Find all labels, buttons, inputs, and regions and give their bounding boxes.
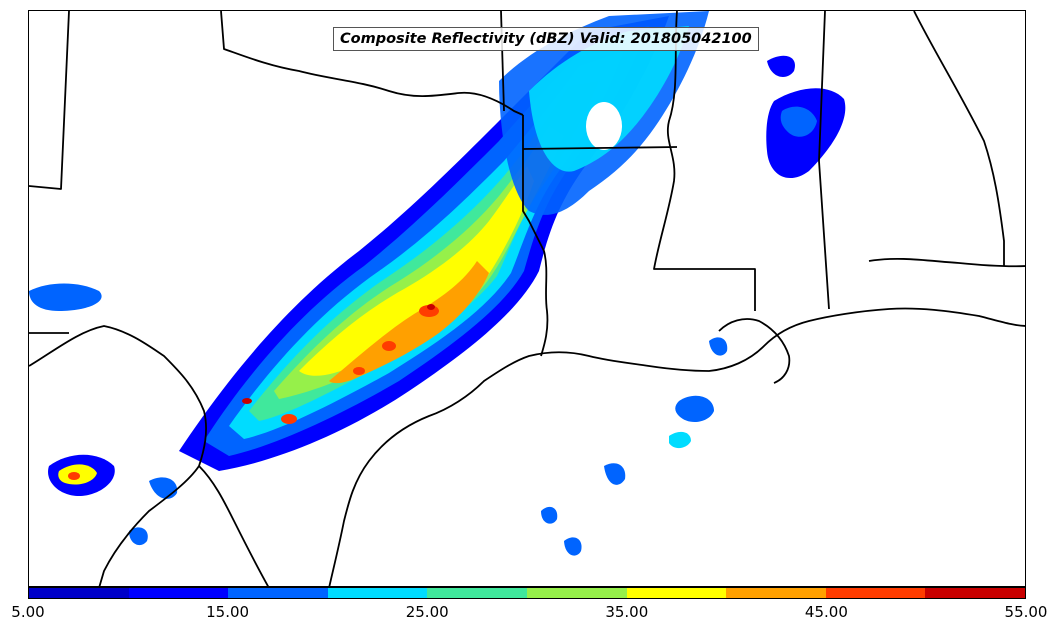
echo-gulf-cell-1 <box>675 395 714 423</box>
border-mex-tamaulipas <box>198 465 269 586</box>
echo-gulf-cell-3 <box>541 506 558 524</box>
map-title: Composite Reflectivity (dBZ) Valid: 2018… <box>333 27 759 51</box>
echo-ne-mid <box>529 26 689 172</box>
echo-band-heavy <box>329 261 489 384</box>
colorbar-tick-label: 5.00 <box>11 603 45 621</box>
echo-east-cell-2 <box>767 55 795 77</box>
echo-gulf-cell-4 <box>564 537 582 556</box>
colorbar-tick-label: 15.00 <box>206 603 250 621</box>
echo-gulf-cell-5 <box>604 463 626 485</box>
border-mex-tx <box>29 325 207 586</box>
colorbar-tick-label: 25.00 <box>405 603 449 621</box>
cell-severe-3 <box>353 367 365 375</box>
echo-west-cell-4 <box>29 283 102 311</box>
colorbar-segment <box>925 588 1025 598</box>
cell-extreme-1 <box>427 304 435 310</box>
cell-extreme-2 <box>242 398 252 404</box>
echo-south-cell-1 <box>149 477 178 499</box>
border-tx-ok-red-river <box>220 11 524 116</box>
coastline-la-delta <box>718 318 791 384</box>
border-ms-river <box>653 11 756 311</box>
echo-east-cell-3 <box>780 106 817 137</box>
colorbar-segment <box>29 588 129 598</box>
echo-west-cell-3 <box>68 472 80 480</box>
cell-severe-2 <box>382 341 396 351</box>
echo-gulf-cell-6 <box>709 337 728 356</box>
echo-gulf-cell-2 <box>669 431 691 449</box>
border-ar-la <box>522 146 678 150</box>
colorbar-segment <box>825 588 926 598</box>
border-al-fl <box>868 257 1025 268</box>
state-borders <box>29 11 1025 586</box>
cell-severe-4 <box>281 414 297 424</box>
colorbar-tick-label: 35.00 <box>605 603 649 621</box>
map-panel: Composite Reflectivity (dBZ) Valid: 2018… <box>28 10 1026 587</box>
echo-south-cell-2 <box>129 527 148 546</box>
echo-band-strong <box>299 166 534 376</box>
colorbar-segment <box>626 588 727 598</box>
colorbar-segment <box>427 588 527 598</box>
colorbar-segment <box>228 588 328 598</box>
coastline-tx <box>328 307 1025 586</box>
colorbar-segment <box>726 588 826 598</box>
colorbar-tick-label: 55.00 <box>1004 603 1048 621</box>
radar-map <box>29 11 1025 586</box>
border-ms-al <box>818 11 830 310</box>
echo-ne-clear <box>586 102 622 150</box>
colorbar-segment <box>526 588 627 598</box>
border-ar-tx <box>522 115 549 357</box>
colorbar-tick-label: 45.00 <box>804 603 848 621</box>
reflectivity-layer <box>29 11 846 556</box>
border-al-ga <box>913 11 1005 266</box>
border-nm-west <box>29 11 70 190</box>
colorbar-segment <box>128 588 229 598</box>
colorbar <box>28 587 1026 599</box>
colorbar-segment <box>327 588 428 598</box>
